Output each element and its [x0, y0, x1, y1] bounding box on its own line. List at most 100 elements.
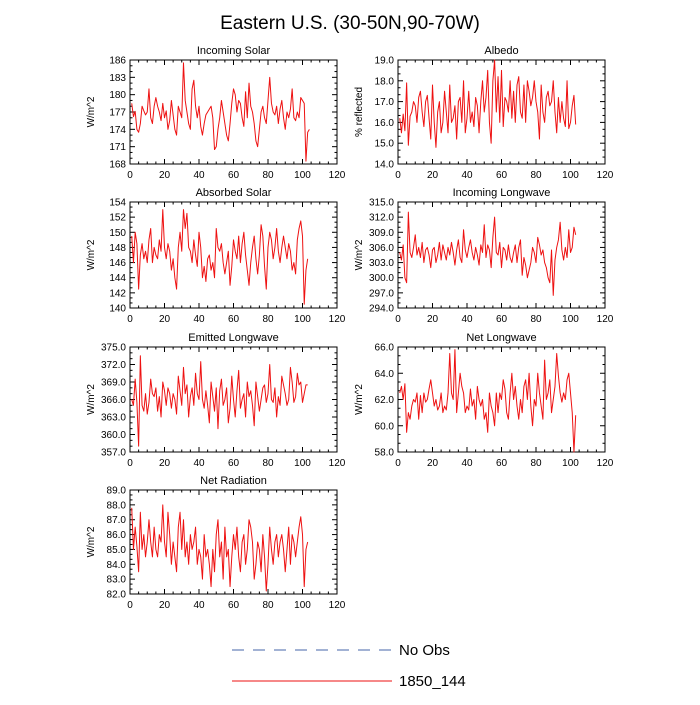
y-axis-label: W/m^2: [354, 239, 365, 270]
y-tick-label: 84.0: [107, 560, 127, 571]
y-axis-label: W/m^2: [86, 239, 97, 270]
x-tick-label: 60: [228, 314, 240, 325]
y-axis-label: W/m^2: [86, 384, 97, 415]
y-tick-label: 88.0: [107, 500, 127, 511]
panel-incoming-longwave: Incoming Longwave W/m^2 0 20 40 60 80 100 120 294…: [354, 187, 614, 325]
y-axis-label: W/m^2: [354, 384, 365, 415]
panel-absorbed-solar: Absorbed Solar W/m^2 0 20 40 60 80 100 120 140 142…: [86, 187, 346, 325]
y-tick-label: 140: [109, 304, 126, 315]
y-tick-label: 177: [109, 108, 126, 119]
x-tick-label: 100: [294, 170, 311, 181]
x-tick-label: 20: [427, 314, 439, 325]
y-tick-label: 152: [109, 213, 126, 224]
x-tick-label: 40: [461, 170, 473, 181]
y-tick-label: 150: [109, 228, 126, 239]
panel-title: Albedo: [484, 45, 518, 57]
y-tick-label: 171: [109, 142, 126, 153]
series-line-1850-144: [399, 349, 577, 453]
x-tick-label: 80: [262, 458, 274, 469]
y-tick-label: 306.0: [369, 243, 394, 254]
panel-title: Net Radiation: [200, 475, 267, 487]
x-tick-label: 120: [329, 170, 346, 181]
x-tick-label: 40: [193, 170, 205, 181]
y-tick-label: 312.0: [369, 213, 394, 224]
legend: No Obs 1850_144: [232, 642, 466, 690]
panel-title: Net Longwave: [466, 332, 536, 344]
series-line-1850-144: [399, 59, 577, 148]
y-tick-label: 58.0: [375, 448, 395, 459]
x-tick-label: 20: [159, 170, 171, 181]
x-tick-label: 100: [294, 314, 311, 325]
panel-incoming-solar: Incoming Solar W/m^2 0 20 40 60 80 100 120 168 171…: [86, 45, 346, 181]
y-tick-label: 64.0: [375, 369, 395, 380]
y-tick-label: 82.0: [107, 590, 127, 601]
y-tick-label: 154: [109, 198, 126, 209]
y-tick-label: 144: [109, 273, 126, 284]
y-tick-label: 168: [109, 160, 126, 171]
y-tick-label: 18.0: [375, 76, 395, 87]
y-tick-label: 14.0: [375, 160, 395, 171]
x-tick-label: 80: [530, 170, 542, 181]
figure-title: Eastern U.S. (30-50N,90-70W): [220, 13, 480, 34]
y-tick-label: 294.0: [369, 304, 394, 315]
x-tick-label: 80: [530, 314, 542, 325]
y-tick-label: 17.0: [375, 97, 395, 108]
x-tick-label: 60: [228, 458, 240, 469]
x-tick-label: 120: [329, 458, 346, 469]
x-tick-label: 0: [127, 314, 133, 325]
x-tick-label: 60: [496, 170, 508, 181]
x-tick-label: 120: [329, 314, 346, 325]
y-tick-label: 60.0: [375, 421, 395, 432]
panel-emitted-longwave: Emitted Longwave W/m^2 0 20 40 60 80 100 120 357.…: [86, 332, 346, 469]
x-tick-label: 100: [294, 600, 311, 611]
panel-title: Emitted Longwave: [188, 332, 279, 344]
x-tick-label: 120: [597, 170, 614, 181]
y-tick-label: 303.0: [369, 258, 394, 269]
y-axis-label: W/m^2: [86, 526, 97, 557]
y-tick-label: 142: [109, 288, 126, 299]
x-tick-label: 60: [496, 458, 508, 469]
series-line-1850-144: [131, 209, 309, 305]
y-tick-label: 62.0: [375, 395, 395, 406]
plot-frame: [129, 201, 338, 309]
legend-label-1850-144: 1850_144: [399, 673, 466, 690]
y-tick-label: 309.0: [369, 228, 394, 239]
y-tick-label: 363.0: [101, 413, 126, 424]
panel-title: Incoming Longwave: [453, 187, 551, 199]
x-tick-label: 0: [395, 458, 401, 469]
y-tick-label: 297.0: [369, 288, 394, 299]
y-tick-label: 148: [109, 243, 126, 254]
panel-net-radiation: Net Radiation W/m^2 0 20 40 60 80 100 120 82.0 83.…: [86, 475, 346, 611]
x-tick-label: 80: [262, 170, 274, 181]
x-tick-label: 0: [395, 314, 401, 325]
panel-net-longwave: Net Longwave W/m^2 0 20 40 60 80 100 120 58.0 60.0…: [354, 332, 614, 469]
x-tick-label: 120: [597, 458, 614, 469]
x-tick-label: 100: [562, 170, 579, 181]
x-tick-label: 80: [262, 314, 274, 325]
series-line-1850-144: [131, 355, 308, 447]
y-tick-label: 360.0: [101, 430, 126, 441]
x-tick-label: 0: [127, 600, 133, 611]
y-tick-label: 86.0: [107, 530, 127, 541]
series-line-1850-144: [131, 504, 309, 592]
x-tick-label: 20: [427, 170, 439, 181]
legend-label-no-obs: No Obs: [399, 642, 450, 659]
y-tick-label: 357.0: [101, 448, 126, 459]
y-tick-label: 16.0: [375, 118, 395, 129]
y-tick-label: 19.0: [375, 56, 395, 67]
x-tick-label: 20: [159, 458, 171, 469]
y-tick-label: 180: [109, 90, 126, 101]
y-tick-label: 369.0: [101, 378, 126, 389]
x-tick-label: 40: [461, 314, 473, 325]
panel-albedo: Albedo % reflected 0 20 40 60 80 100 120 14.0 15.0…: [354, 45, 614, 181]
y-axis-label: % reflected: [354, 87, 365, 137]
x-tick-label: 100: [562, 458, 579, 469]
series-line-1850-144: [399, 211, 577, 296]
x-tick-label: 20: [159, 600, 171, 611]
y-tick-label: 174: [109, 125, 126, 136]
x-tick-label: 80: [262, 600, 274, 611]
y-tick-label: 183: [109, 73, 126, 84]
y-tick-label: 146: [109, 258, 126, 269]
x-tick-label: 20: [427, 458, 439, 469]
